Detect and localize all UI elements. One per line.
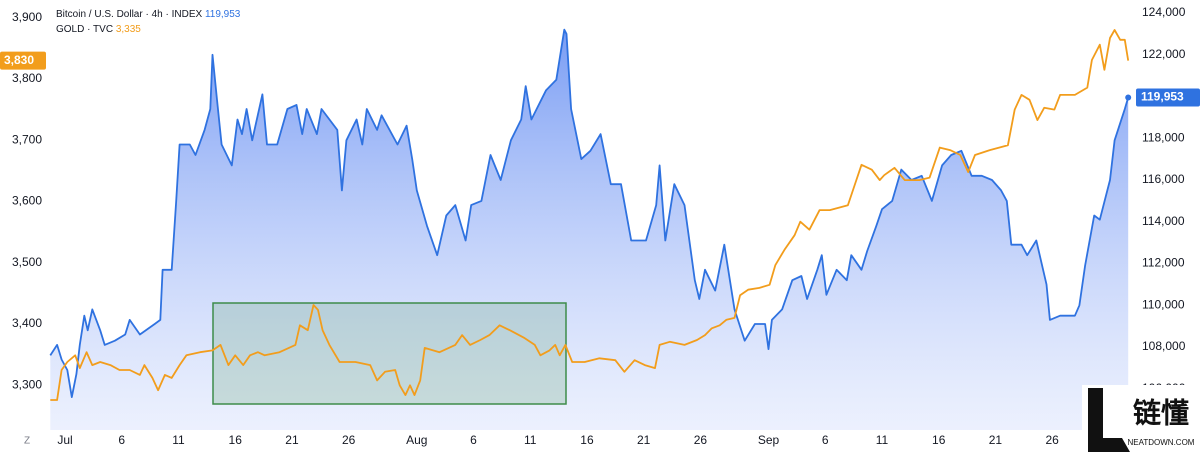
y-tick-label: 3,300 [12,377,42,391]
y2-tick-label: 122,000 [1142,47,1186,61]
area-fill [50,29,1129,430]
x-tick-label: 26 [342,433,356,447]
y2-tick-label: 110,000 [1142,297,1185,311]
legend-gold: GOLD · TVC 3,335 [56,24,141,35]
x-tick-label: 16 [580,433,594,447]
y-tick-label: 3,400 [12,316,42,330]
last-point [1125,94,1132,101]
y-tick-label: 3,900 [12,10,42,24]
x-tick-label: 11 [876,433,889,447]
y2-tick-label: 112,000 [1142,256,1185,270]
y-tick-label: 3,500 [12,255,42,269]
price-tag: 119,953 [1141,90,1184,104]
legend-name: Bitcoin / U.S. Dollar · 4h · INDEX [56,9,202,20]
price-tag-bg [1136,88,1200,107]
legend-value: 119,953 [205,9,241,20]
x-tick-label: 16 [229,433,243,447]
x-tick-label: Jul [57,433,72,447]
price-tag-bg [0,51,46,70]
y2-tick-label: 124,000 [1142,5,1186,19]
series-line [50,29,1130,401]
highlight-box [212,302,567,405]
series-lines [50,29,1132,401]
x-tick-label: Aug [406,433,427,447]
y-tick-label: 3,700 [12,132,42,146]
legend-value: 3,335 [116,24,141,35]
logo: 链懂 NEATDOWN.COM [1082,385,1200,457]
y-tick-label: 3,600 [12,194,42,208]
logo-title: 链懂 [1133,397,1189,428]
legend-btc: Bitcoin / U.S. Dollar · 4h · INDEX 119,9… [56,9,241,20]
price-tag: 3,830 [4,53,34,67]
x-tick-label: 26 [694,433,708,447]
plot-area [49,28,1130,430]
x-tick-label: 6 [470,433,477,447]
x-tick-label: 11 [524,433,537,447]
y2-tick-label: 116,000 [1142,172,1185,186]
series-line [49,28,1130,398]
x-tick-label: 6 [822,433,829,447]
y2-tick-label: 118,000 [1142,130,1185,144]
x-tick-label: 21 [989,433,1003,447]
y-tick-label: 3,800 [12,71,42,85]
y2-tick-label: 108,000 [1142,339,1186,353]
logo-subtitle: NEATDOWN.COM [1128,438,1195,447]
x-tick-label: 11 [172,433,185,447]
x-tick-label: 26 [1045,433,1059,447]
zoom-icon[interactable]: Z [24,436,30,447]
x-tick-label: 16 [932,433,946,447]
x-tick-label: 21 [285,433,299,447]
y2-tick-label: 114,000 [1142,214,1185,228]
legend-name: GOLD · TVC [56,24,113,35]
x-tick-label: Sep [758,433,780,447]
x-tick-label: 6 [118,433,125,447]
x-tick-label: 21 [637,433,651,447]
logo-mark [1088,388,1130,452]
